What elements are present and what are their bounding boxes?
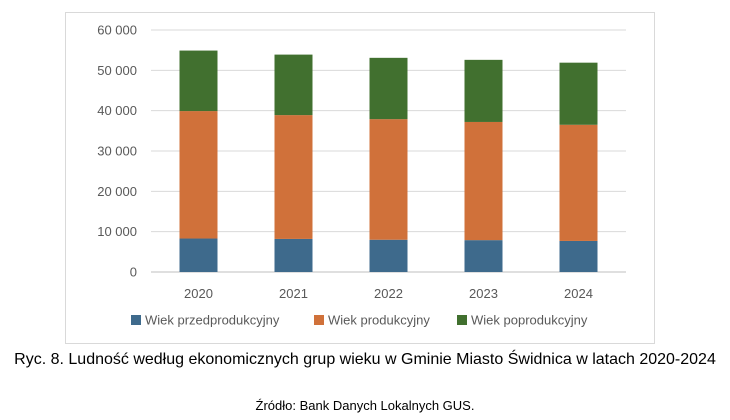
bar-segment-2024-3 xyxy=(559,62,598,125)
legend-label: Wiek poprodukcyjny xyxy=(471,313,588,328)
y-tick-label: 0 xyxy=(130,265,137,280)
x-tick-label: 2021 xyxy=(279,286,308,301)
bar-segment-2020-2 xyxy=(179,111,218,239)
stacked-bar-chart: 0 10 000 20 000 30 000 40 000 50 000 60 000 202… xyxy=(97,23,626,328)
figure-source: Źródło: Bank Danych Lokalnych GUS. xyxy=(255,398,475,413)
bar-segment-2023-1 xyxy=(464,240,503,272)
x-tick-label: 2020 xyxy=(184,286,213,301)
bar-segment-2022-1 xyxy=(369,239,408,272)
y-tick-label: 30 000 xyxy=(97,144,137,159)
x-tick-label: 2024 xyxy=(564,286,593,301)
y-tick-label: 40 000 xyxy=(97,103,137,118)
y-tick-label: 10 000 xyxy=(97,224,137,239)
x-tick-label: 2023 xyxy=(469,286,498,301)
bar-segment-2023-2 xyxy=(464,121,503,241)
legend-swatch xyxy=(457,315,467,325)
bar-segment-2024-2 xyxy=(559,124,598,241)
bar-segment-2024-1 xyxy=(559,240,598,272)
y-tick-label: 20 000 xyxy=(97,184,137,199)
bar-segment-2021-3 xyxy=(274,54,313,116)
bar-segment-2022-3 xyxy=(369,57,408,120)
bar-segment-2021-1 xyxy=(274,238,313,272)
bar-segment-2023-3 xyxy=(464,59,503,122)
bar-segment-2022-2 xyxy=(369,119,408,240)
legend-swatch xyxy=(131,315,141,325)
y-tick-label: 50 000 xyxy=(97,63,137,78)
bar-segment-2020-1 xyxy=(179,238,218,272)
bar-segment-2020-3 xyxy=(179,50,218,112)
chart-frame: 0 10 000 20 000 30 000 40 000 50 000 60 000 202… xyxy=(65,12,655,344)
y-tick-label: 60 000 xyxy=(97,23,137,38)
legend-swatch xyxy=(314,315,324,325)
bar-segment-2021-2 xyxy=(274,115,313,239)
legend-label: Wiek przedprodukcyjny xyxy=(145,313,280,328)
figure-caption: Ryc. 8. Ludność według ekonomicznych gru… xyxy=(14,351,716,368)
x-tick-label: 2022 xyxy=(374,286,403,301)
legend-label: Wiek produkcyjny xyxy=(328,313,430,328)
